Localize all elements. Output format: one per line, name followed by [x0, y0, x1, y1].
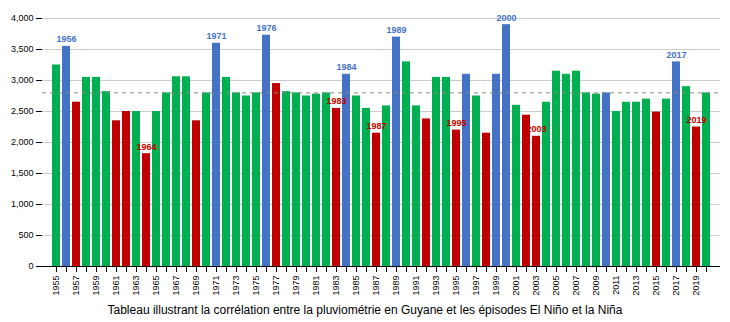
svg-text:1,000: 1,000	[11, 199, 34, 209]
svg-text:500: 500	[18, 230, 33, 240]
svg-text:2009: 2009	[591, 276, 601, 296]
svg-text:1976: 1976	[256, 23, 276, 33]
svg-text:1,500: 1,500	[11, 168, 34, 178]
svg-text:1961: 1961	[111, 276, 121, 296]
svg-text:1963: 1963	[131, 276, 141, 296]
svg-text:1955: 1955	[51, 276, 61, 296]
svg-text:1987: 1987	[371, 276, 381, 296]
svg-text:1995: 1995	[451, 276, 461, 296]
svg-text:2005: 2005	[551, 276, 561, 296]
svg-text:1971: 1971	[206, 31, 226, 41]
svg-text:1985: 1985	[351, 276, 361, 296]
svg-text:1999: 1999	[491, 276, 501, 296]
svg-text:2003: 2003	[531, 276, 541, 296]
html-text:Tableau illustrant la corrélat: Tableau illustrant la corrélation entre …	[107, 303, 623, 317]
svg-text:1964: 1964	[136, 142, 156, 152]
svg-text:4,000: 4,000	[11, 13, 34, 23]
svg-text:1983: 1983	[331, 276, 341, 296]
svg-text:2015: 2015	[651, 276, 661, 296]
svg-text:2,500: 2,500	[11, 106, 34, 116]
svg-text:0: 0	[28, 261, 33, 271]
svg-text:1975: 1975	[251, 276, 261, 296]
svg-text:3,000: 3,000	[11, 75, 34, 85]
svg-text:3,500: 3,500	[11, 44, 34, 54]
svg-text:2017: 2017	[666, 50, 686, 60]
svg-text:1984: 1984	[336, 62, 356, 72]
svg-text:2019: 2019	[686, 115, 706, 125]
svg-text:1969: 1969	[191, 276, 201, 296]
svg-text:2000: 2000	[496, 13, 516, 23]
svg-text:2007: 2007	[571, 276, 581, 296]
svg-text:1987: 1987	[366, 121, 386, 131]
svg-text:1967: 1967	[171, 276, 181, 296]
svg-text:1983: 1983	[326, 96, 346, 106]
svg-text:1989: 1989	[386, 25, 406, 35]
svg-text:1977: 1977	[271, 276, 281, 296]
svg-text:2011: 2011	[611, 276, 621, 295]
svg-text:1959: 1959	[91, 276, 101, 296]
svg-text:1981: 1981	[311, 276, 321, 296]
svg-text:1979: 1979	[291, 276, 301, 296]
svg-text:1989: 1989	[391, 276, 401, 296]
svg-text:1991: 1991	[411, 276, 421, 296]
svg-text:2017: 2017	[671, 276, 681, 296]
svg-text:1957: 1957	[71, 276, 81, 296]
svg-text:1997: 1997	[471, 276, 481, 296]
svg-text:2013: 2013	[631, 276, 641, 296]
svg-text:1971: 1971	[211, 276, 221, 296]
svg-text:1965: 1965	[151, 276, 161, 296]
svg-text:2,000: 2,000	[11, 137, 34, 147]
svg-text:2003: 2003	[526, 124, 546, 134]
svg-text:2019: 2019	[691, 276, 701, 296]
svg-text:2001: 2001	[511, 276, 521, 296]
svg-text:1956: 1956	[56, 34, 76, 44]
svg-text:1995: 1995	[446, 118, 466, 128]
svg-text:1993: 1993	[431, 276, 441, 296]
svg-text:1973: 1973	[231, 276, 241, 296]
